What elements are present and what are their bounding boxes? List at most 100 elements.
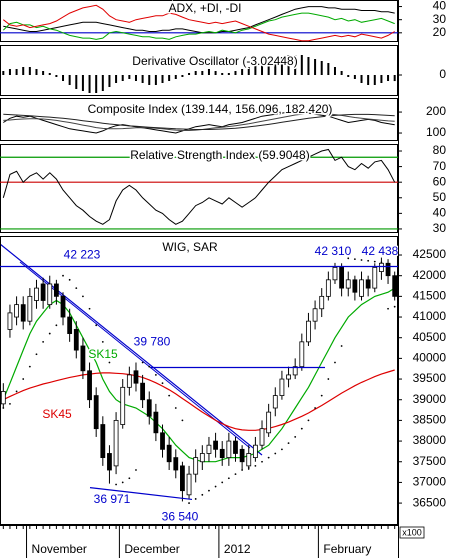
indicator-line [3, 110, 395, 134]
y-tick-label: 36500 [413, 495, 447, 509]
bar [62, 75, 65, 81]
y-tick-label: 37000 [413, 475, 447, 489]
bar [307, 57, 310, 75]
bar [8, 69, 11, 75]
bar [28, 67, 31, 75]
sar-dot [227, 477, 230, 480]
panel-title: Derivative Oscillator (-3.02448) [132, 54, 297, 68]
sar-dot [115, 483, 117, 486]
bar [274, 59, 277, 75]
y-tick-label: 41500 [413, 289, 447, 303]
level-label: 39 780 [134, 335, 171, 349]
candle-body [372, 267, 378, 289]
candle-body [226, 440, 232, 459]
moving-average [3, 369, 395, 431]
sar-dot [55, 324, 58, 327]
candle-body [126, 374, 132, 388]
panel-frame [0, 98, 398, 141]
candle-body [160, 432, 165, 450]
bar [234, 71, 237, 75]
sar-dot [334, 361, 336, 364]
bar [393, 75, 396, 82]
sar-dot [161, 382, 164, 385]
candle-body [153, 411, 159, 434]
y-tick-label: 30 [433, 12, 447, 26]
bar [101, 75, 104, 91]
indicator-line [2, 148, 396, 225]
sar-dot [174, 407, 177, 409]
y-tick-label: 42500 [413, 247, 447, 261]
bar [373, 75, 376, 85]
sar-dot [148, 365, 151, 368]
bar [174, 75, 177, 79]
bar [287, 55, 290, 75]
candle-body [40, 283, 46, 301]
sar-dot [62, 274, 64, 277]
y-tick-label: 40000 [413, 351, 447, 365]
bar [121, 75, 124, 81]
sar-dot [327, 378, 330, 380]
sar-dot [28, 365, 31, 368]
candle-body [339, 267, 345, 289]
candle-body [186, 473, 192, 496]
sar-dot [254, 464, 257, 467]
candle-body [379, 262, 384, 272]
y-tick-label: 40500 [413, 330, 447, 344]
level-label: 36 540 [162, 510, 199, 524]
bar [300, 55, 303, 75]
bar [333, 67, 336, 75]
sar-dot [353, 258, 356, 261]
sar-dot [15, 390, 18, 393]
candle-body [180, 465, 185, 492]
candle-body [365, 279, 371, 289]
bar [35, 69, 38, 75]
y-tick-label: 30 [433, 221, 447, 235]
bar [320, 61, 323, 75]
sar-dot [307, 419, 310, 422]
bar [48, 73, 51, 75]
support-line [89, 487, 193, 501]
bar [340, 71, 343, 75]
y-tick-label: 37500 [413, 454, 447, 468]
sar-dot [234, 473, 237, 476]
candle-body [385, 262, 391, 277]
candle-body [206, 444, 212, 454]
candle-body [286, 374, 291, 380]
candle-body [113, 419, 119, 467]
bar [221, 73, 224, 75]
sar-dot [267, 456, 270, 459]
bar [148, 75, 151, 85]
bar [15, 69, 18, 75]
candle-body [306, 320, 311, 343]
bar [168, 75, 171, 81]
candle-body [53, 283, 59, 297]
panel-frame [0, 236, 398, 525]
candle-body [67, 316, 73, 334]
sar-dot [101, 340, 104, 343]
panel-title: WIG, SAR [162, 240, 218, 254]
candle-body [87, 370, 92, 401]
indicator-line [3, 6, 395, 34]
unit-label: x100 [402, 527, 422, 537]
x-tick-label: February [323, 542, 371, 556]
panel-title: ADX, +DI, -DI [168, 1, 241, 15]
y-tick-label: 39500 [413, 371, 447, 385]
sar-dot [121, 481, 124, 484]
sar-dot [214, 485, 217, 488]
series-label: SK15 [88, 347, 118, 361]
sar-dot [367, 259, 370, 262]
bar [108, 75, 111, 87]
candle-body [73, 329, 79, 351]
bar [227, 73, 230, 75]
bar [141, 75, 144, 83]
bar [88, 75, 91, 93]
bar [95, 75, 98, 93]
sar-dot [387, 307, 389, 310]
y-tick-label: 40 [433, 206, 447, 220]
y-tick-label: 60 [433, 174, 447, 188]
candle-body [60, 295, 66, 318]
bar [241, 69, 244, 75]
bar [314, 59, 317, 75]
candle-body [93, 395, 99, 430]
sar-dot [135, 469, 137, 471]
